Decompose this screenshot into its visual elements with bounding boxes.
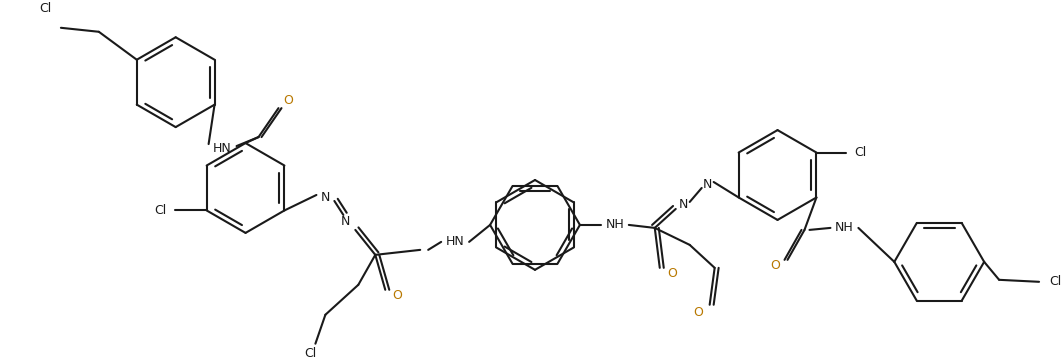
Text: Cl: Cl xyxy=(1049,275,1061,288)
Text: Cl: Cl xyxy=(854,146,866,159)
Text: HN: HN xyxy=(446,235,465,248)
Text: NH: NH xyxy=(835,222,853,235)
Text: Cl: Cl xyxy=(304,347,317,360)
Text: N: N xyxy=(679,198,688,211)
Text: NH: NH xyxy=(605,218,625,231)
Text: O: O xyxy=(283,94,294,107)
Text: N: N xyxy=(320,191,330,205)
Text: N: N xyxy=(340,215,350,228)
Text: Cl: Cl xyxy=(38,2,51,15)
Text: Cl: Cl xyxy=(154,204,167,217)
Text: HN: HN xyxy=(213,142,232,155)
Text: O: O xyxy=(667,267,677,280)
Text: O: O xyxy=(393,289,402,302)
Text: N: N xyxy=(703,178,713,191)
Text: O: O xyxy=(770,259,781,272)
Text: O: O xyxy=(693,306,702,319)
